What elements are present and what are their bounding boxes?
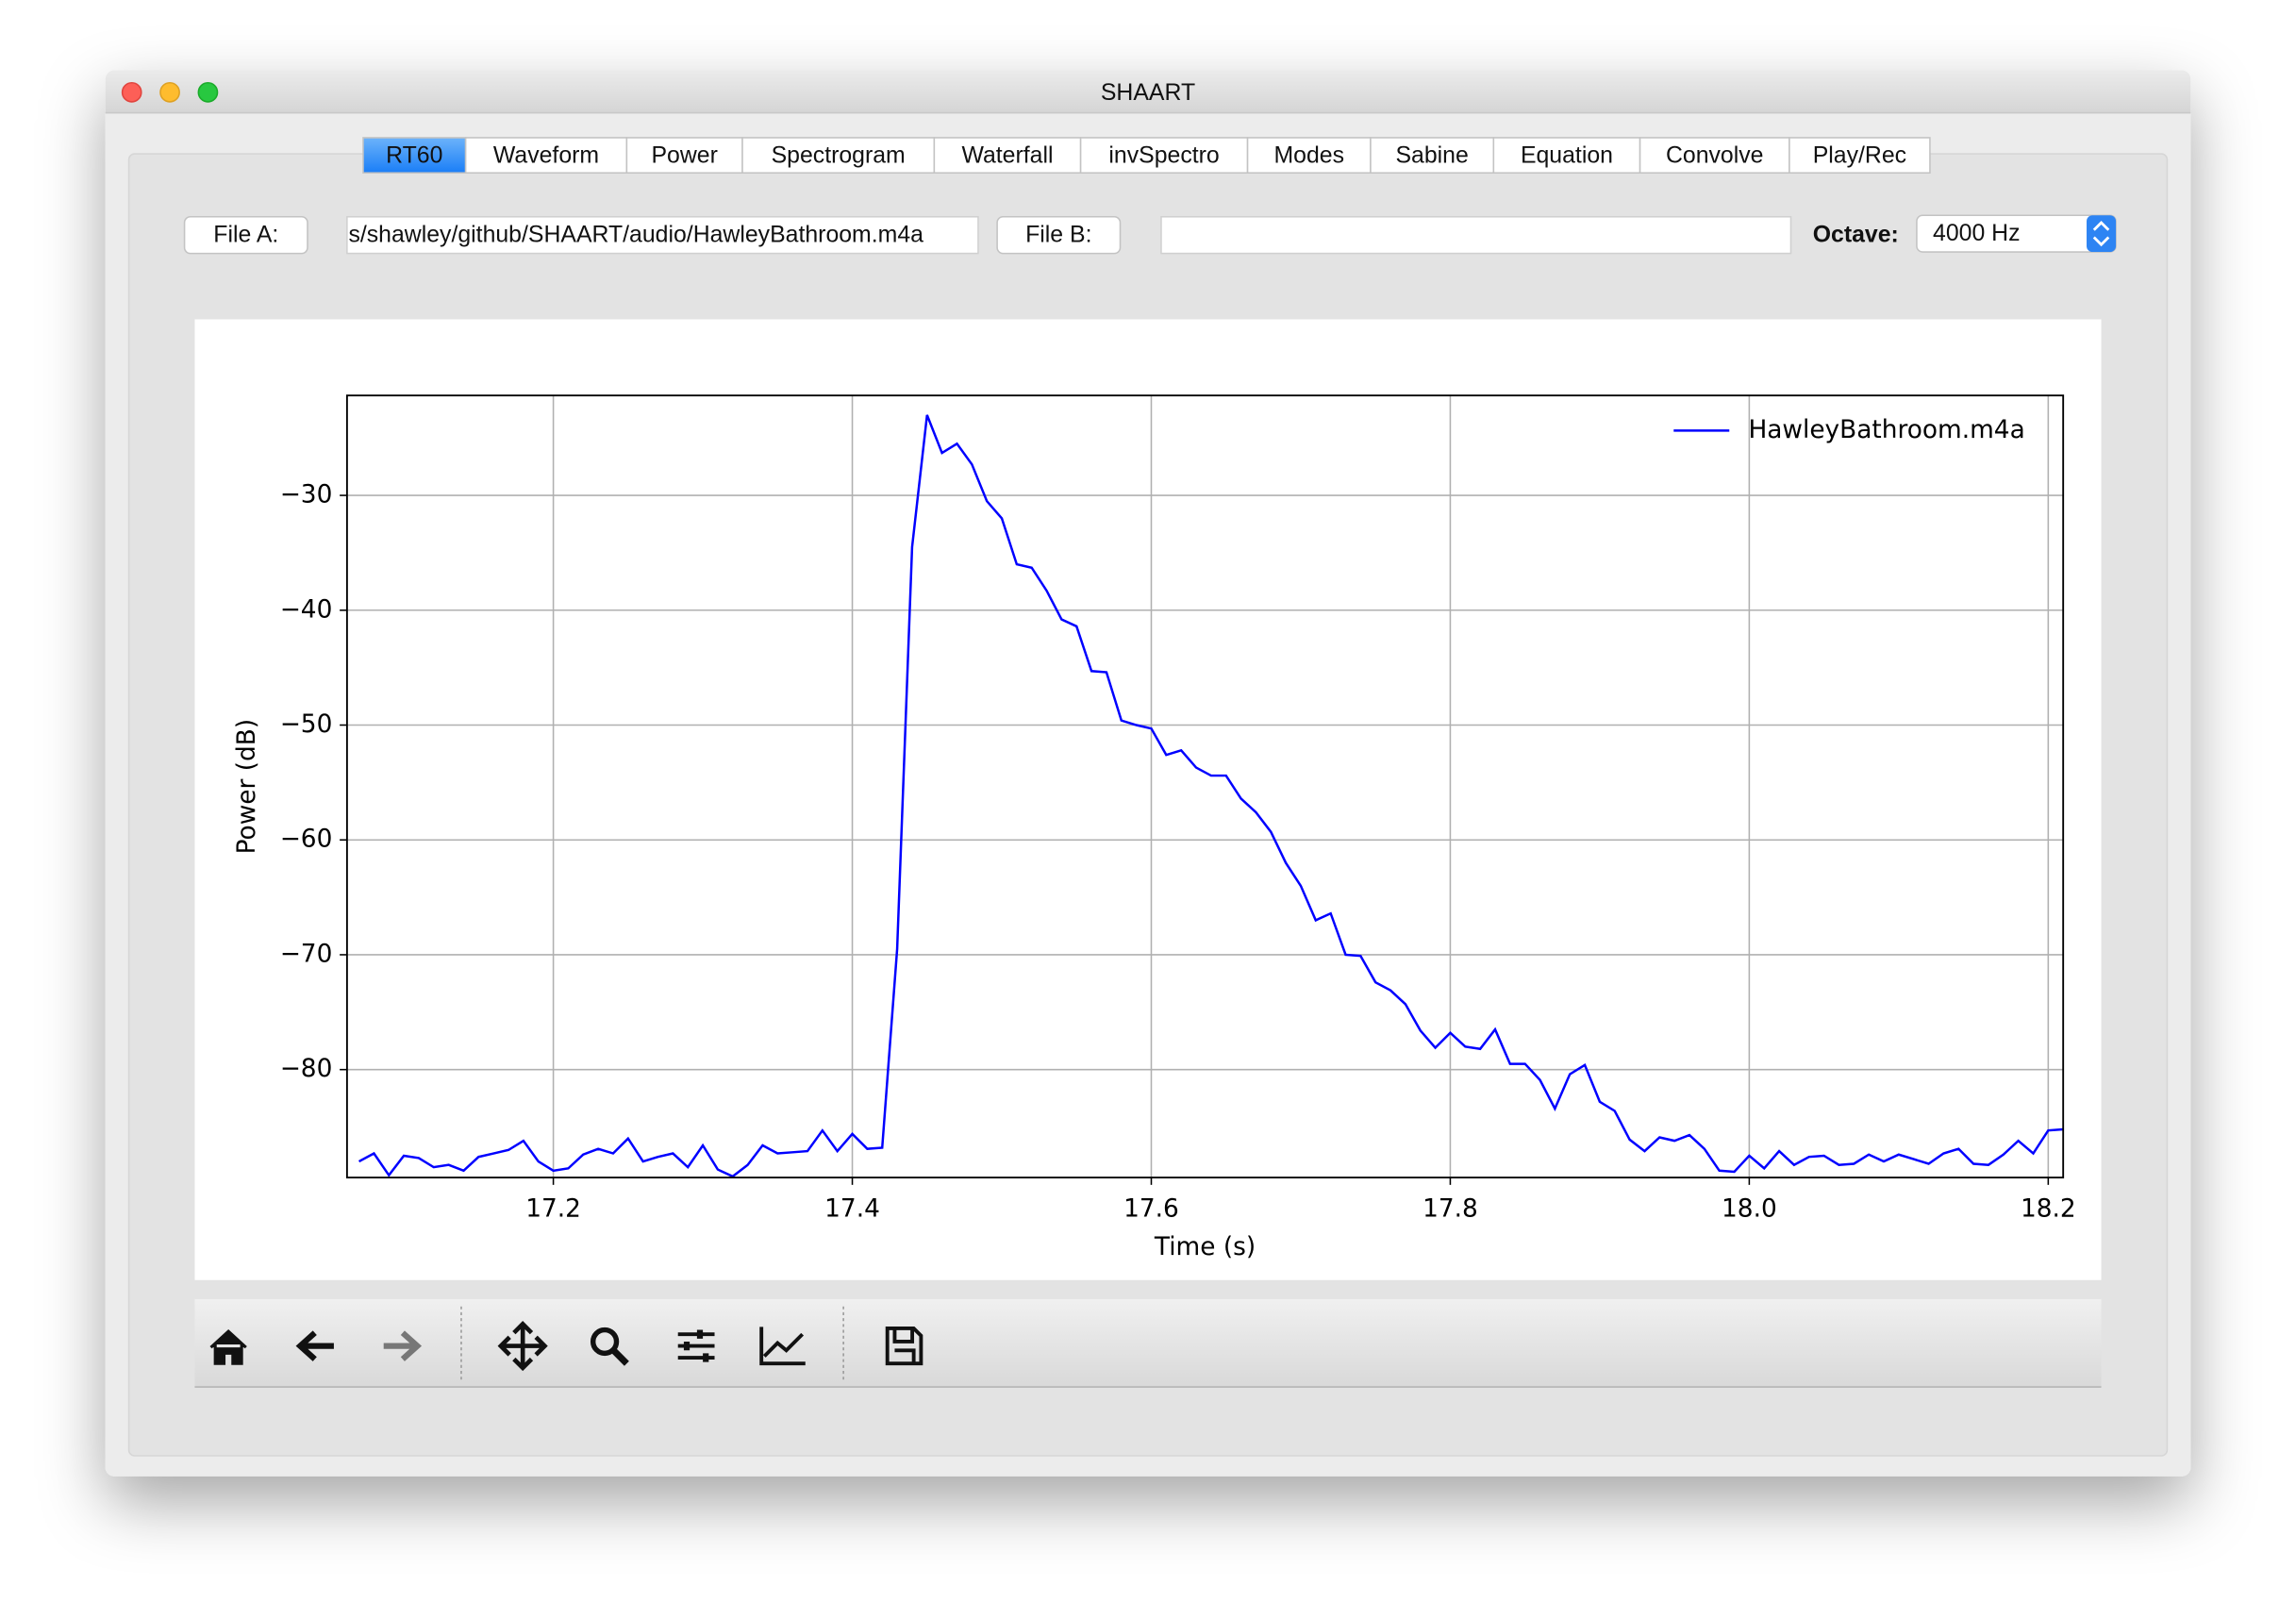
axes-edit-icon[interactable] xyxy=(759,1327,806,1366)
tab-label: Equation xyxy=(1521,143,1613,169)
x-tick-label: 17.8 xyxy=(1423,1195,1478,1224)
octave-label: Octave: xyxy=(1813,223,1899,248)
file-b-button[interactable] xyxy=(996,216,1122,255)
y-axis-label: Power (dB) xyxy=(233,719,261,855)
save-icon[interactable] xyxy=(885,1327,923,1366)
forward-icon[interactable] xyxy=(383,1330,423,1361)
tab-label: Waveform xyxy=(493,143,599,169)
tab[interactable] xyxy=(625,137,743,174)
navigation-toolbar xyxy=(194,1298,2102,1388)
tab-label: Power xyxy=(652,143,718,169)
title-bar xyxy=(105,70,2191,113)
home-icon[interactable] xyxy=(209,1328,247,1365)
file-a-label: File A: xyxy=(213,223,278,248)
zoom-icon-handle xyxy=(610,1347,629,1366)
zoom-button[interactable] xyxy=(197,81,219,103)
data-line xyxy=(358,414,2064,1178)
select-arrows xyxy=(2087,215,2117,253)
y-tick-label: −60 xyxy=(280,826,333,854)
x-tick-label: 17.2 xyxy=(525,1195,581,1224)
tab-label: Sabine xyxy=(1395,143,1468,169)
figure-canvas xyxy=(194,319,2102,1280)
tab-label: invSpectro xyxy=(1108,143,1219,169)
tab[interactable] xyxy=(362,137,467,174)
select-arrow-icon xyxy=(2092,221,2110,247)
y-tick-label: −40 xyxy=(280,595,333,624)
back-icon[interactable] xyxy=(295,1330,334,1361)
y-tick-label: −30 xyxy=(280,481,333,509)
file-b-label: File B: xyxy=(1025,223,1091,248)
pan-icon[interactable] xyxy=(497,1321,548,1372)
y-tick-label: −50 xyxy=(280,710,333,739)
tab[interactable] xyxy=(1492,137,1641,174)
tab[interactable] xyxy=(1639,137,1790,174)
tab[interactable] xyxy=(933,137,1082,174)
tab-label: Waterfall xyxy=(961,143,1053,169)
close-button[interactable] xyxy=(121,81,142,103)
octave-value: 4000 Hz xyxy=(1933,221,2020,246)
y-tick-label: −70 xyxy=(280,940,333,968)
x-tick-label: 18.0 xyxy=(1722,1195,1777,1224)
tab-label: Convolve xyxy=(1666,143,1764,169)
x-tick-label: 17.4 xyxy=(824,1195,880,1224)
axes-frame xyxy=(345,394,2065,1179)
tab-label: Modes xyxy=(1273,143,1344,169)
tab[interactable] xyxy=(1370,137,1495,174)
x-axis-label: Time (s) xyxy=(1154,1233,1256,1261)
tab-label: Spectrogram xyxy=(772,143,906,169)
file-a-path-field[interactable] xyxy=(346,216,979,255)
tab[interactable] xyxy=(1246,137,1372,174)
plot: 17.2 17.4 17.6 17.8 18.0 18.2 −80 −70 −60 −50 −40 −… xyxy=(233,394,2076,1261)
y-tick-label: −80 xyxy=(280,1055,333,1083)
zoom-icon[interactable] xyxy=(590,1327,620,1357)
file-a-button[interactable] xyxy=(183,216,308,255)
x-tick-label: 18.2 xyxy=(2021,1195,2076,1224)
tab[interactable] xyxy=(464,137,628,174)
window-title: SHAART xyxy=(1101,80,1195,106)
tab-label: Play/Rec xyxy=(1813,143,1906,169)
tab-label: RT60 xyxy=(386,143,442,169)
x-tick-label: 17.6 xyxy=(1123,1195,1179,1224)
minimize-button[interactable] xyxy=(159,81,180,103)
legend-label: HawleyBathroom.m4a xyxy=(1748,416,2024,444)
file-a-path: s/shawley/github/SHAART/audio/HawleyBath… xyxy=(348,223,923,248)
tab[interactable] xyxy=(741,137,936,174)
file-b-path-field[interactable] xyxy=(1160,216,1792,255)
tab-bar: RT60 Waveform Power Spectrogram Waterfall inv… xyxy=(362,137,1931,174)
configure-icon-knobs xyxy=(683,1329,709,1362)
tab[interactable] xyxy=(1789,137,1931,174)
